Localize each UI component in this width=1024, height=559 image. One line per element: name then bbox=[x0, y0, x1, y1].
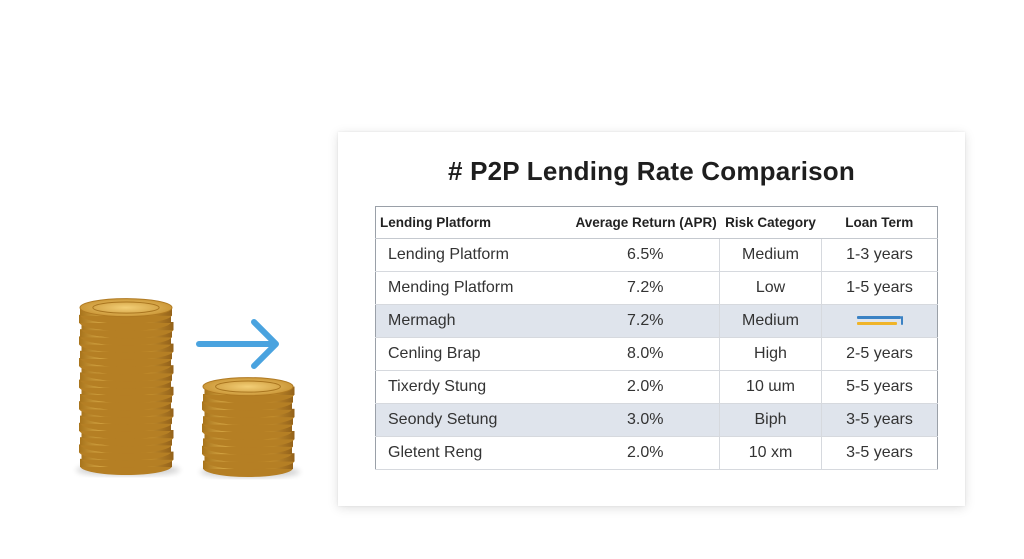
term-cell: 3-5 years bbox=[821, 436, 938, 470]
term-cell: 2-5 years bbox=[821, 337, 938, 371]
apr-cell: 2.0% bbox=[571, 436, 720, 470]
platform-cell: Gletent Reng bbox=[375, 436, 572, 470]
tall-coin-stack-icon bbox=[79, 298, 174, 475]
term-cell bbox=[821, 304, 938, 338]
arrow-right-icon bbox=[196, 319, 279, 369]
term-cell: 5-5 years bbox=[821, 370, 938, 404]
column-header-risk: Risk Category bbox=[719, 206, 822, 239]
platform-cell: Mending Platform bbox=[375, 271, 572, 305]
column-header-platform: Lending Platform bbox=[375, 206, 572, 239]
risk-cell: High bbox=[719, 337, 822, 371]
apr-cell: 6.5% bbox=[571, 238, 720, 272]
apr-cell: 7.2% bbox=[571, 271, 720, 305]
risk-cell: Low bbox=[719, 271, 822, 305]
term-cell: 3-5 years bbox=[821, 403, 938, 437]
table-row: Seondy Setung 3.0% Biph 3-5 years bbox=[375, 403, 938, 437]
apr-cell: 8.0% bbox=[571, 337, 720, 371]
platform-cell: Lending Platform bbox=[375, 238, 572, 272]
apr-cell: 3.0% bbox=[571, 403, 720, 437]
table-header-row: Lending Platform Average Return (APR) Ri… bbox=[375, 206, 938, 239]
apr-cell: 2.0% bbox=[571, 370, 720, 404]
table-row: Lending Platform 6.5% Medium 1-3 years bbox=[375, 238, 938, 272]
term-cell: 1-5 years bbox=[821, 271, 938, 305]
risk-cell: 10 ɯm bbox=[719, 370, 822, 404]
platform-cell: Tixerdy Stung bbox=[375, 370, 572, 404]
term-cell: 1-3 years bbox=[821, 238, 938, 272]
risk-cell: 10 xm bbox=[719, 436, 822, 470]
platform-cell: Seondy Setung bbox=[375, 403, 572, 437]
table-row: Tixerdy Stung 2.0% 10 ɯm 5-5 years bbox=[375, 370, 938, 404]
coin-stacks-illustration bbox=[76, 298, 300, 478]
term-bar-icon bbox=[856, 315, 903, 327]
platform-cell: Cenling Brap bbox=[375, 337, 572, 371]
risk-cell: Medium bbox=[719, 238, 822, 272]
rate-table: Lending Platform Average Return (APR) Ri… bbox=[375, 206, 938, 470]
column-header-apr: Average Return (APR) bbox=[571, 206, 720, 239]
apr-cell: 7.2% bbox=[571, 304, 720, 338]
risk-cell: Medium bbox=[719, 304, 822, 338]
short-coin-stack-icon bbox=[202, 377, 295, 477]
table-row: Gletent Reng 2.0% 10 xm 3-5 years bbox=[375, 436, 938, 470]
column-header-term: Loan Term bbox=[821, 206, 938, 239]
comparison-card: # P2P Lending Rate Comparison Lending Pl… bbox=[338, 132, 965, 506]
page-title: # P2P Lending Rate Comparison bbox=[448, 156, 855, 186]
platform-cell: Mermagh bbox=[375, 304, 572, 338]
risk-cell: Biph bbox=[719, 403, 822, 437]
table-row: Mending Platform 7.2% Low 1-5 years bbox=[375, 271, 938, 305]
table-row: Cenling Brap 8.0% High 2-5 years bbox=[375, 337, 938, 371]
table-row: Mermagh 7.2% Medium bbox=[375, 304, 938, 338]
